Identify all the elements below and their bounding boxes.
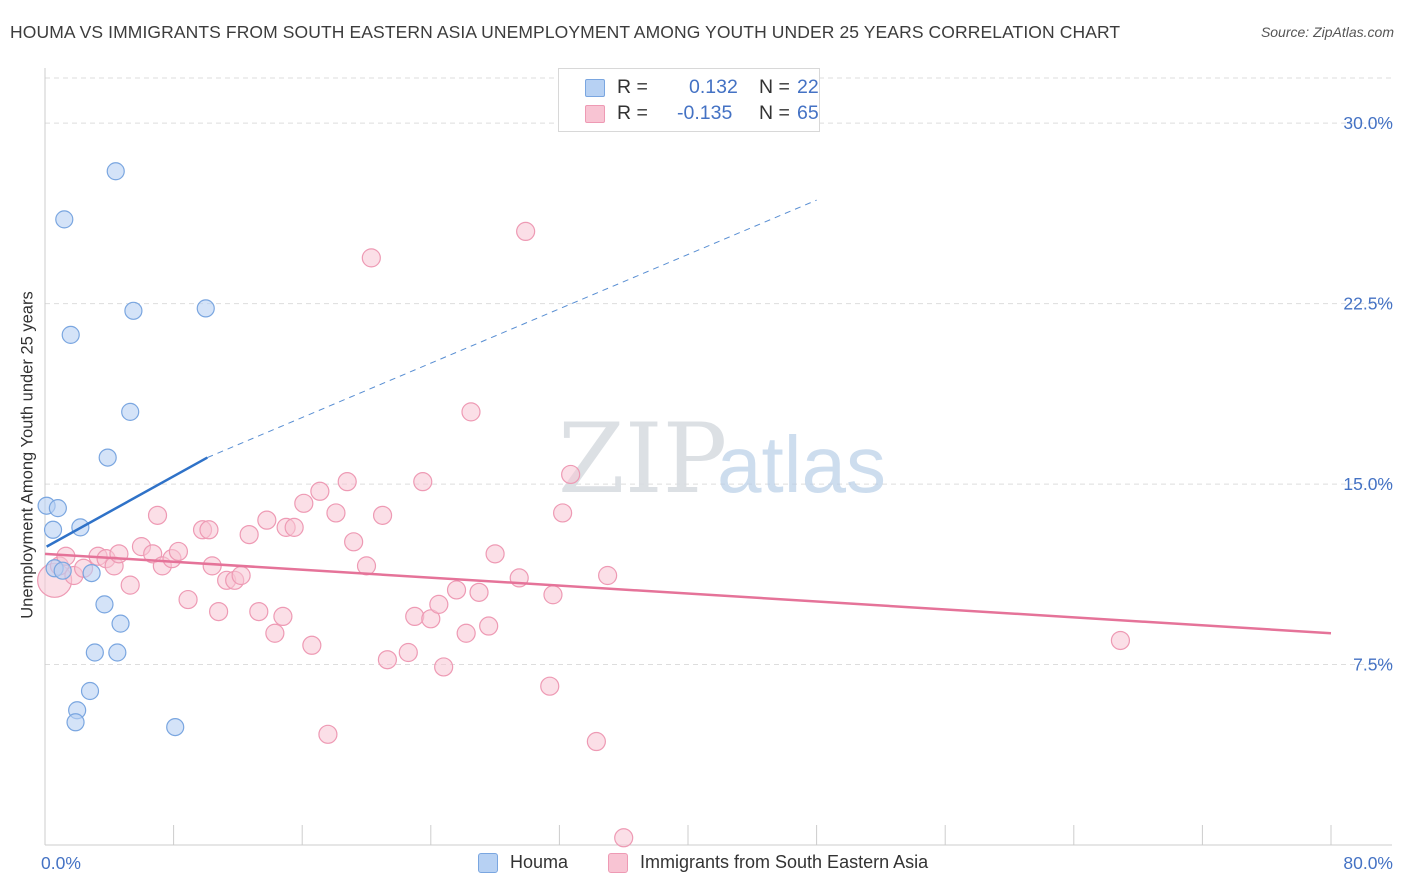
houma-point bbox=[85, 643, 104, 662]
immigrants-point bbox=[361, 248, 381, 268]
legend-n-label: N = bbox=[759, 102, 790, 124]
legend-r-label: R = bbox=[617, 102, 648, 124]
houma-point bbox=[53, 561, 72, 580]
immigrants-point bbox=[326, 503, 346, 523]
immigrants-point bbox=[434, 657, 454, 677]
immigrants-point bbox=[516, 221, 536, 242]
legend-r-value: 0.132 bbox=[689, 76, 738, 98]
immigrants-point bbox=[614, 828, 634, 848]
immigrants-point bbox=[199, 520, 219, 540]
immigrants-point bbox=[265, 623, 285, 643]
houma-point bbox=[43, 520, 63, 539]
houma-point bbox=[80, 681, 100, 701]
immigrants-point bbox=[178, 589, 198, 610]
immigrants-point bbox=[469, 582, 489, 602]
houma-point bbox=[66, 713, 85, 732]
immigrants-point bbox=[249, 601, 269, 622]
houma-point bbox=[166, 717, 185, 737]
immigrants-point bbox=[540, 676, 560, 696]
immigrants-point bbox=[302, 635, 322, 655]
immigrants-point bbox=[1110, 630, 1131, 651]
houma-point bbox=[48, 499, 67, 518]
immigrants-point bbox=[318, 724, 338, 744]
axis-layer bbox=[44, 68, 1392, 846]
chart-title: HOUMA VS IMMIGRANTS FROM SOUTH EASTERN A… bbox=[10, 22, 1121, 42]
immigrants-point bbox=[413, 472, 433, 492]
houma-point bbox=[196, 299, 215, 318]
immigrants-point bbox=[543, 585, 563, 605]
immigrants-point bbox=[398, 642, 418, 663]
y-axis-label: Unemployment Among Youth under 25 years bbox=[18, 291, 37, 619]
legend-n-value: 65 bbox=[797, 102, 819, 124]
houma-point bbox=[61, 325, 80, 344]
immigrants-swatch-icon bbox=[585, 105, 605, 123]
legend-r-value: -0.135 bbox=[677, 102, 733, 124]
immigrants-point bbox=[337, 472, 357, 492]
x-tick-label-min: 0.0% bbox=[41, 853, 81, 873]
immigrants-point bbox=[446, 580, 467, 600]
houma-point bbox=[98, 448, 117, 467]
immigrants-point bbox=[377, 650, 397, 670]
houma-legend-label: Houma bbox=[510, 852, 569, 872]
immigrants-legend-icon bbox=[608, 853, 628, 873]
immigrants-point bbox=[202, 556, 222, 576]
immigrants-point bbox=[553, 503, 573, 523]
immigrants-point bbox=[257, 510, 277, 530]
immigrants-point bbox=[586, 731, 606, 752]
tick-label-layer: 7.5% 15.0% 22.5% 30.0% 0.0% 80.0% bbox=[41, 113, 1393, 873]
legend-n-label: N = bbox=[759, 76, 790, 98]
houma-point bbox=[106, 162, 125, 181]
immigrants-point bbox=[239, 524, 259, 545]
trend-layer bbox=[44, 199, 1332, 635]
immigrants-legend-label: Immigrants from South Eastern Asia bbox=[640, 852, 929, 872]
immigrants-point bbox=[120, 575, 140, 595]
y-tick-label: 7.5% bbox=[1353, 655, 1393, 675]
immigrants-point bbox=[479, 616, 499, 636]
immigrants-point bbox=[294, 493, 314, 513]
y-tick-label: 15.0% bbox=[1343, 474, 1393, 494]
houma-point bbox=[82, 563, 101, 583]
immigrants-point bbox=[485, 544, 505, 564]
houma-legend-icon bbox=[478, 853, 498, 873]
immigrants-trend-line bbox=[44, 552, 1332, 635]
correlation-legend: R = 0.132 N = 22 R = -0.135 N = 65 bbox=[558, 68, 820, 132]
immigrants-point bbox=[273, 606, 293, 627]
immigrants-point bbox=[561, 464, 581, 485]
immigrants-points bbox=[37, 221, 1131, 848]
immigrants-point bbox=[372, 505, 393, 525]
legend-r-label: R = bbox=[617, 76, 648, 98]
immigrants-point bbox=[147, 505, 168, 525]
immigrants-point bbox=[429, 594, 449, 614]
immigrants-point bbox=[598, 565, 618, 586]
houma-swatch-icon bbox=[585, 79, 605, 97]
immigrants-point bbox=[109, 544, 129, 564]
watermark-zip: ZIP bbox=[558, 403, 727, 515]
x-tick-label-max: 80.0% bbox=[1343, 853, 1393, 873]
immigrants-point bbox=[405, 606, 425, 627]
immigrants-point bbox=[284, 517, 304, 537]
immigrants-point bbox=[456, 623, 476, 643]
immigrants-point bbox=[168, 541, 189, 562]
immigrants-point bbox=[209, 601, 229, 622]
immigrants-point bbox=[344, 532, 364, 552]
houma-trend-line bbox=[46, 456, 208, 548]
immigrants-point bbox=[421, 609, 441, 629]
houma-point bbox=[121, 402, 140, 421]
source-label: Source: ZipAtlas.com bbox=[1260, 24, 1394, 40]
watermark-atlas: atlas bbox=[717, 420, 886, 509]
immigrants-point bbox=[461, 402, 481, 422]
houma-point bbox=[124, 301, 143, 320]
houma-trend-extension bbox=[207, 199, 817, 459]
y-tick-label: 30.0% bbox=[1343, 113, 1393, 133]
houma-point bbox=[95, 595, 114, 614]
houma-points bbox=[37, 162, 215, 737]
y-tick-label: 22.5% bbox=[1343, 294, 1393, 314]
houma-point bbox=[108, 643, 127, 662]
legend-n-value: 22 bbox=[797, 76, 819, 98]
immigrants-point bbox=[231, 565, 251, 586]
houma-point bbox=[55, 210, 74, 229]
immigrants-point bbox=[310, 481, 330, 501]
houma-point bbox=[111, 614, 130, 633]
